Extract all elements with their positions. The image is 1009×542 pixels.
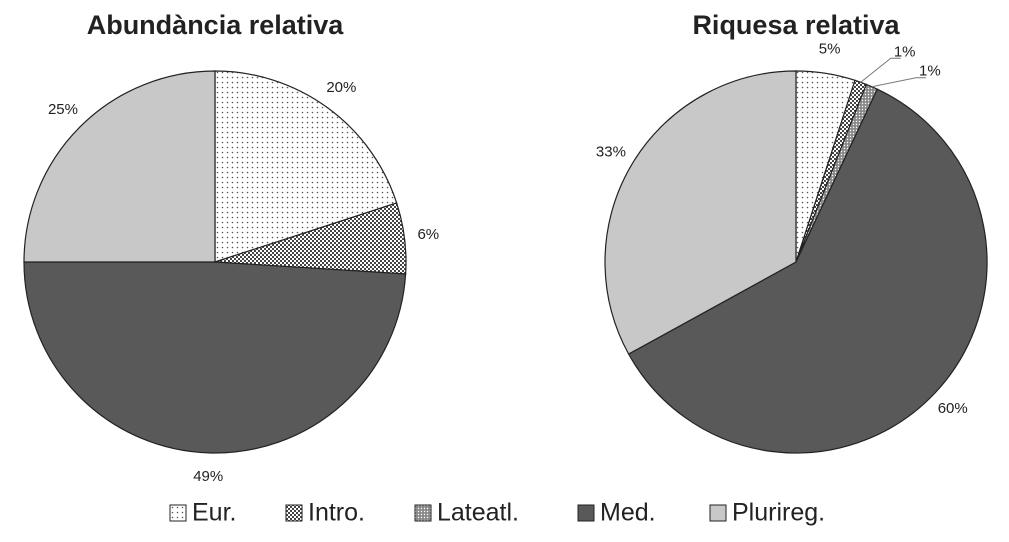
data-label: 20% [326, 79, 356, 96]
pie-slice [604, 70, 797, 355]
leader-line [860, 57, 901, 83]
data-label: 1% [919, 63, 941, 80]
legend-swatch [414, 504, 432, 522]
data-label: 60% [938, 400, 968, 417]
legend-swatch [577, 504, 595, 522]
legend-label: Lateatl. [437, 499, 519, 527]
data-label: 25% [48, 101, 78, 118]
chart-title: Abundància relativa [87, 10, 345, 40]
data-label: 49% [193, 468, 223, 485]
data-label: 5% [819, 41, 841, 58]
pie-slice [214, 70, 398, 263]
data-label: 1% [894, 43, 916, 60]
pie-slice [23, 70, 216, 263]
data-label: 33% [596, 144, 626, 161]
legend-swatch [169, 504, 187, 522]
data-label: 6% [417, 226, 439, 243]
legend-swatch [709, 504, 727, 522]
legend-label: Plurireg. [732, 499, 825, 527]
leader-line [871, 77, 926, 88]
pie-slice [23, 261, 407, 454]
legend-swatch [285, 504, 303, 522]
legend-label: Eur. [192, 499, 236, 527]
legend-label: Intro. [308, 499, 365, 527]
chart-title: Riquesa relativa [692, 10, 900, 40]
legend-label: Med. [600, 499, 656, 527]
pie-slice [627, 88, 988, 454]
